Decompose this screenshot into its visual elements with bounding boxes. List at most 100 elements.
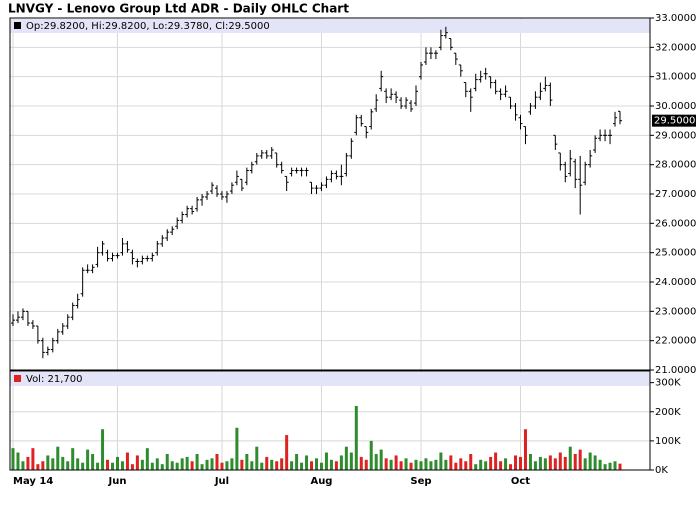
last-price-label: 29.5000 bbox=[654, 116, 695, 127]
marks: 21.0000 22.0000 23.0000 24.0000 25.0000 26.00… bbox=[11, 13, 696, 487]
volume-bar bbox=[364, 459, 368, 470]
volume-bar bbox=[265, 456, 269, 470]
volume-bar bbox=[150, 462, 154, 470]
volume-bar bbox=[36, 464, 40, 470]
volume-bar bbox=[135, 455, 139, 470]
volume-bar bbox=[145, 448, 149, 470]
volume-bar bbox=[61, 456, 65, 470]
volume-bar bbox=[210, 458, 214, 470]
volume-bar bbox=[558, 452, 562, 470]
volume-bar bbox=[190, 461, 194, 470]
volume-icon bbox=[14, 375, 21, 382]
volume-bar bbox=[21, 461, 25, 470]
volume-bar bbox=[115, 456, 119, 470]
volume-tick-label: 200K bbox=[655, 407, 681, 418]
volume-bar bbox=[603, 464, 607, 470]
volume-bar bbox=[56, 446, 60, 470]
last-price-box bbox=[652, 114, 696, 127]
volume-bar bbox=[155, 458, 159, 470]
ohlc-info: Op:29.8200, Hi:29.8200, Lo:29.3780, Cl:2… bbox=[26, 21, 270, 32]
volume-bar bbox=[315, 458, 318, 470]
volume-bar bbox=[469, 453, 473, 470]
volume-bar bbox=[185, 456, 189, 470]
volume-bar bbox=[305, 455, 309, 470]
y-tick-label: 21.0000 bbox=[655, 365, 696, 376]
y-tick-label: 22.0000 bbox=[655, 336, 696, 347]
price-frame bbox=[9, 17, 651, 371]
volume-bar bbox=[464, 461, 468, 470]
y-tick-label: 24.0000 bbox=[655, 277, 696, 288]
volume-bar bbox=[429, 461, 433, 470]
volume-bar bbox=[235, 427, 239, 470]
volume-bar bbox=[324, 452, 328, 470]
y-tick-label: 26.0000 bbox=[655, 218, 696, 229]
volume-bar bbox=[260, 462, 264, 470]
volume-bar bbox=[509, 464, 513, 470]
volume-bar bbox=[71, 448, 75, 470]
volume-bar bbox=[444, 459, 448, 470]
volume-bar bbox=[125, 452, 129, 470]
volume-bar bbox=[31, 448, 35, 470]
volume-bar bbox=[573, 453, 577, 470]
x-tick-label: Oct bbox=[511, 476, 530, 487]
volume-bar bbox=[449, 455, 453, 470]
y-tick-label: 31.0000 bbox=[655, 72, 696, 83]
y-tick-label: 32.0000 bbox=[655, 42, 696, 53]
volume-bar bbox=[563, 456, 567, 470]
volume-bar bbox=[404, 458, 408, 470]
volume-bar bbox=[494, 452, 498, 470]
volume-bar bbox=[399, 461, 403, 470]
volume-tick-label: 100K bbox=[655, 436, 681, 447]
volume-bar bbox=[523, 429, 527, 470]
volume-bar bbox=[230, 458, 234, 470]
volume-bar bbox=[160, 464, 164, 470]
volume-bar bbox=[16, 452, 20, 470]
volume-bar bbox=[195, 453, 199, 470]
volume-bar bbox=[359, 456, 363, 470]
volume-bar bbox=[250, 461, 254, 470]
volume-bar bbox=[608, 462, 612, 470]
volume-bar bbox=[439, 452, 443, 470]
volume-bar bbox=[245, 453, 249, 470]
volume-bar bbox=[81, 462, 85, 470]
volume-bar bbox=[484, 461, 488, 470]
y-tick-label: 27.0000 bbox=[655, 189, 696, 200]
volume-bar bbox=[175, 462, 179, 470]
volume-bar bbox=[26, 456, 30, 470]
x-tick-label: May 14 bbox=[13, 476, 53, 487]
volume-bar bbox=[334, 461, 338, 470]
volume-bar bbox=[270, 459, 274, 470]
volume-bar bbox=[96, 462, 100, 470]
volume-bar bbox=[130, 464, 134, 470]
volume-bar bbox=[459, 458, 463, 470]
x-tick-label: Sep bbox=[410, 476, 431, 487]
volume-bar bbox=[339, 455, 343, 470]
volume-tick-label: 300K bbox=[655, 378, 681, 389]
volume-bar bbox=[205, 459, 209, 470]
volume-bar bbox=[140, 459, 144, 470]
volume-bar bbox=[76, 458, 80, 470]
info-strip bbox=[10, 19, 650, 33]
volume-bar bbox=[290, 461, 294, 470]
volume-bar bbox=[354, 405, 358, 470]
volume-bar bbox=[499, 461, 503, 470]
volume-bar bbox=[240, 459, 244, 470]
volume-bar bbox=[86, 449, 90, 470]
x-tick-label: Jul bbox=[214, 476, 229, 487]
volume-strip bbox=[10, 372, 650, 386]
volume-bar bbox=[344, 446, 348, 470]
volume-bar bbox=[349, 452, 353, 470]
volume-bar bbox=[528, 453, 532, 470]
x-tick-label: Aug bbox=[310, 476, 332, 487]
volume-bar bbox=[409, 462, 413, 470]
volume-bar bbox=[434, 459, 438, 470]
volume-bar bbox=[111, 462, 115, 470]
volume-bar bbox=[300, 462, 304, 470]
volume-bar bbox=[543, 458, 547, 470]
volume-bar bbox=[593, 455, 597, 470]
volume-bar bbox=[275, 461, 279, 470]
volume-bar bbox=[165, 453, 169, 470]
volume-bar bbox=[91, 453, 95, 470]
volume-bar bbox=[618, 463, 622, 470]
